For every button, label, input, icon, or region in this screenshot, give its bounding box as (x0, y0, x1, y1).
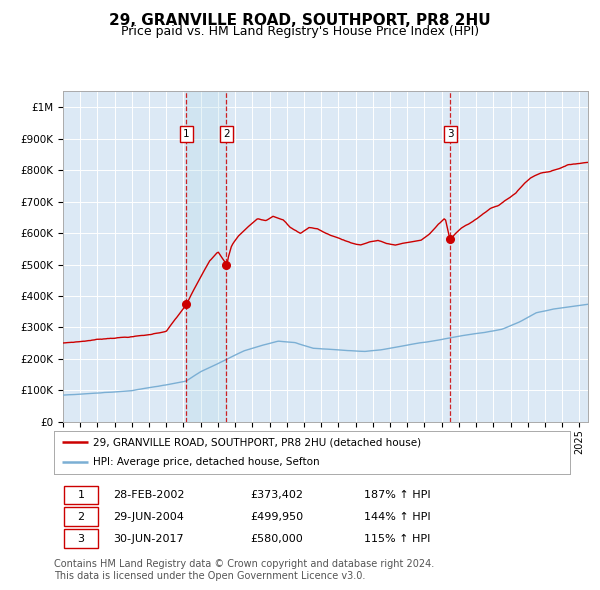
Text: 29-JUN-2004: 29-JUN-2004 (113, 512, 184, 522)
FancyBboxPatch shape (64, 486, 98, 504)
Bar (186, 91, 226, 422)
Text: 1: 1 (77, 490, 85, 500)
FancyBboxPatch shape (64, 529, 98, 548)
Text: £373,402: £373,402 (250, 490, 303, 500)
Text: 2: 2 (77, 512, 85, 522)
Text: 3: 3 (447, 129, 454, 139)
Text: 1: 1 (183, 129, 190, 139)
Text: £580,000: £580,000 (250, 533, 303, 543)
Text: 30-JUN-2017: 30-JUN-2017 (113, 533, 184, 543)
Text: 29, GRANVILLE ROAD, SOUTHPORT, PR8 2HU (detached house): 29, GRANVILLE ROAD, SOUTHPORT, PR8 2HU (… (92, 437, 421, 447)
Text: This data is licensed under the Open Government Licence v3.0.: This data is licensed under the Open Gov… (54, 571, 365, 581)
Text: Price paid vs. HM Land Registry's House Price Index (HPI): Price paid vs. HM Land Registry's House … (121, 25, 479, 38)
Text: 3: 3 (77, 533, 85, 543)
Text: 2: 2 (223, 129, 230, 139)
FancyBboxPatch shape (64, 507, 98, 526)
Text: 28-FEB-2002: 28-FEB-2002 (113, 490, 185, 500)
Text: £499,950: £499,950 (250, 512, 303, 522)
Text: 144% ↑ HPI: 144% ↑ HPI (364, 512, 430, 522)
Text: 29, GRANVILLE ROAD, SOUTHPORT, PR8 2HU: 29, GRANVILLE ROAD, SOUTHPORT, PR8 2HU (109, 13, 491, 28)
Text: 187% ↑ HPI: 187% ↑ HPI (364, 490, 430, 500)
Text: HPI: Average price, detached house, Sefton: HPI: Average price, detached house, Seft… (92, 457, 319, 467)
Text: 115% ↑ HPI: 115% ↑ HPI (364, 533, 430, 543)
Text: Contains HM Land Registry data © Crown copyright and database right 2024.: Contains HM Land Registry data © Crown c… (54, 559, 434, 569)
